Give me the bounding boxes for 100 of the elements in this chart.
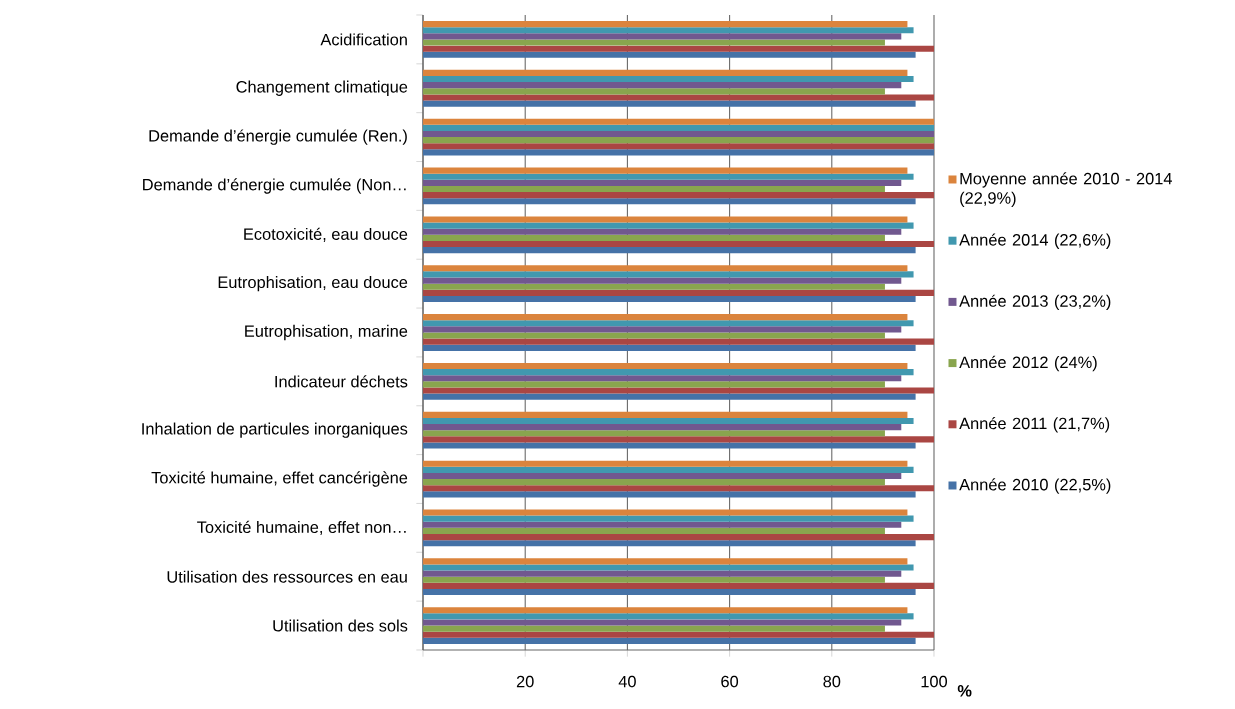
bar	[423, 466, 914, 473]
x-axis-title: %	[957, 685, 972, 697]
bar	[423, 338, 934, 345]
bar	[423, 485, 934, 492]
bar	[423, 381, 885, 388]
bar	[423, 247, 916, 254]
bar	[423, 509, 908, 516]
bar	[423, 33, 902, 40]
bar	[423, 411, 908, 418]
bar	[423, 344, 916, 351]
bar	[423, 88, 885, 95]
y-tick-label: Inhalation de particules inorganiques	[142, 422, 408, 438]
bar	[423, 45, 934, 52]
bar	[423, 69, 908, 76]
bar	[423, 534, 934, 541]
bar	[423, 472, 902, 480]
bar	[423, 167, 908, 174]
bar	[423, 82, 902, 89]
bar	[423, 527, 885, 534]
bar	[423, 51, 916, 58]
bar	[423, 491, 916, 498]
bar	[423, 442, 916, 449]
bar	[423, 540, 916, 547]
bar	[423, 332, 885, 339]
bar	[423, 39, 885, 46]
legend-label: Moyenne année 2010 - 2014 (22,9%)	[960, 172, 1172, 208]
bar	[423, 521, 902, 528]
bar	[423, 137, 934, 144]
x-tick-label: 60	[721, 675, 739, 688]
bar	[423, 192, 934, 199]
bar	[423, 631, 934, 638]
legend-label: Année 2012 (24%)	[959, 355, 1097, 372]
bar	[423, 436, 934, 443]
bar	[423, 265, 908, 272]
bar	[423, 216, 908, 223]
bar	[423, 130, 934, 138]
bar	[423, 326, 902, 333]
bar	[423, 430, 885, 437]
legend-label: Année 2010 (22,5%)	[959, 478, 1111, 494]
bar	[423, 185, 885, 193]
bar	[423, 271, 914, 278]
y-tick-label: Changement climatique	[236, 80, 408, 96]
bar	[423, 515, 914, 522]
bar	[423, 619, 902, 626]
bar	[423, 277, 902, 284]
bar	[423, 362, 908, 370]
bar	[423, 283, 885, 290]
bar	[423, 417, 914, 425]
y-tick-label: Demande d’énergie cumulée (Ren.)	[149, 129, 407, 145]
bar	[423, 143, 934, 150]
bar	[423, 75, 914, 83]
bar	[423, 124, 934, 131]
x-tick-label: 40	[618, 675, 636, 688]
bar	[423, 424, 902, 431]
y-tick-label: Ecotoxicité, eau douce	[244, 227, 408, 242]
bar	[423, 179, 902, 186]
bar	[423, 576, 885, 583]
bar	[423, 228, 902, 235]
bar	[423, 460, 908, 467]
bar	[423, 320, 914, 327]
bar	[423, 295, 916, 303]
bar	[423, 625, 885, 632]
legend-label: Année 2014 (22,6%)	[959, 233, 1111, 249]
bar	[423, 607, 908, 614]
bar	[423, 387, 934, 394]
bar	[423, 27, 914, 34]
bar	[423, 314, 908, 321]
bar	[423, 100, 916, 107]
bar	[423, 234, 885, 241]
legend-label: Année 2011 (21,7%)	[959, 417, 1110, 433]
bar	[423, 21, 908, 28]
bar	[423, 118, 934, 125]
x-tick-label: 80	[823, 675, 841, 688]
bar	[423, 479, 885, 486]
bar	[423, 582, 934, 589]
bar	[423, 375, 902, 382]
y-tick-label: Indicateur déchets	[275, 375, 408, 388]
bar	[423, 198, 916, 205]
y-tick-label: Demande d’énergie cumulée (Non…	[143, 178, 406, 194]
bar	[423, 637, 916, 644]
y-tick-label: Eutrophisation, marine	[245, 324, 408, 341]
bar	[423, 613, 914, 620]
bar	[423, 222, 914, 229]
bar	[423, 289, 934, 296]
bar	[423, 393, 916, 400]
bar	[423, 149, 934, 156]
bar	[423, 94, 934, 101]
y-tick-label: Toxicité humaine, effet non…	[197, 520, 406, 535]
bar	[423, 588, 916, 596]
bar	[423, 570, 902, 577]
x-tick-label: 20	[516, 675, 534, 688]
bar	[423, 369, 914, 376]
x-tick-label: 100	[921, 675, 948, 688]
y-tick-label: Acidification	[320, 33, 407, 46]
bar	[423, 564, 914, 571]
legend-label: Année 2013 (23,2%)	[959, 294, 1111, 311]
bar	[423, 240, 934, 248]
y-tick-label: Toxicité humaine, effet cancérigène	[151, 471, 408, 487]
bar	[423, 173, 914, 180]
y-tick-label: Utilisation des ressources en eau	[167, 570, 407, 583]
